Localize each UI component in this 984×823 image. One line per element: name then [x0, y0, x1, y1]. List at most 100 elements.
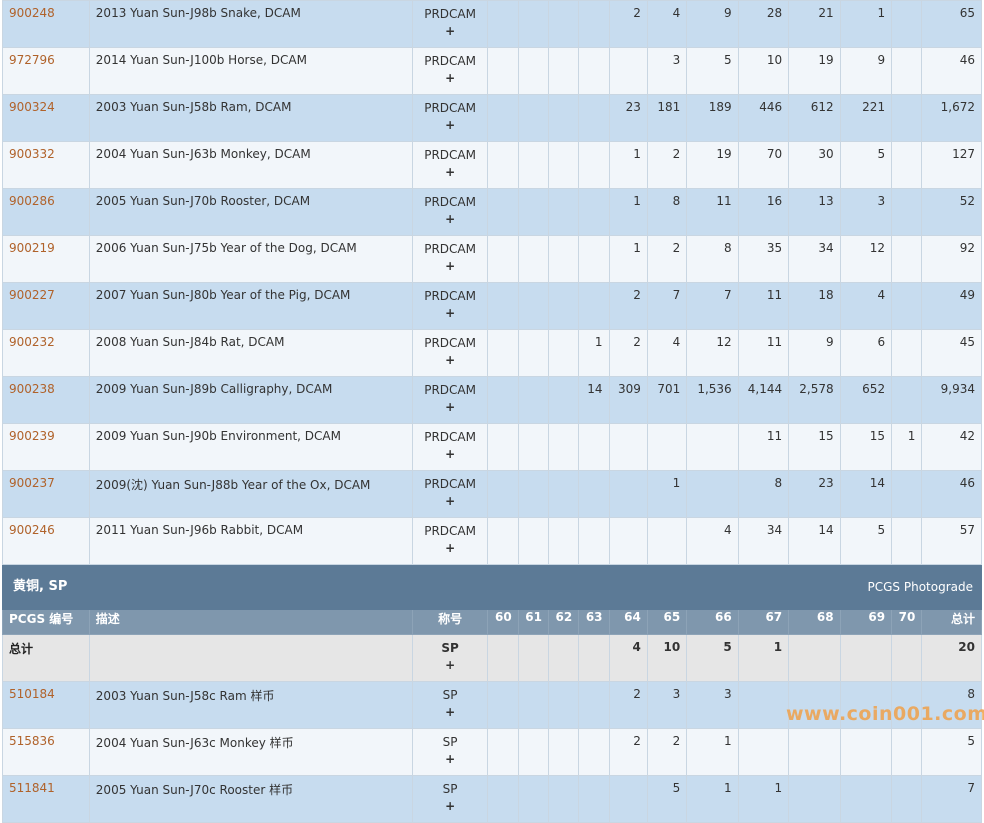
col-grade-header[interactable]: 62: [547, 609, 580, 635]
grade-count-cell[interactable]: [487, 775, 519, 823]
grade-count-cell[interactable]: 221: [839, 94, 893, 142]
grade-count-cell[interactable]: [578, 470, 610, 518]
grade-count-cell[interactable]: 652: [839, 376, 893, 424]
grade-count-cell[interactable]: [608, 47, 648, 95]
grade-count-cell[interactable]: 4: [608, 634, 648, 682]
col-grade-header[interactable]: 68: [788, 609, 841, 635]
grade-count-cell[interactable]: 2: [608, 681, 648, 729]
plus-grade-toggle[interactable]: +: [445, 658, 456, 672]
grade-count-cell[interactable]: [891, 329, 923, 377]
grade-count-cell[interactable]: [547, 376, 580, 424]
plus-grade-toggle[interactable]: +: [445, 24, 456, 38]
pcgs-id-link[interactable]: 900239: [9, 429, 55, 443]
grade-count-cell[interactable]: [578, 47, 610, 95]
grade-count-cell[interactable]: [517, 423, 549, 471]
grade-count-cell[interactable]: [487, 94, 519, 142]
grade-count-cell[interactable]: [788, 634, 841, 682]
plus-grade-toggle[interactable]: +: [445, 306, 456, 320]
grade-count-cell[interactable]: 11: [737, 329, 790, 377]
grade-count-cell[interactable]: [578, 0, 610, 48]
grade-count-cell[interactable]: 19: [686, 141, 739, 189]
grade-count-cell[interactable]: [578, 282, 610, 330]
total-count-cell[interactable]: 57: [921, 517, 982, 565]
col-total-header[interactable]: 总计: [921, 609, 982, 635]
grade-count-cell[interactable]: [578, 235, 610, 283]
grade-count-cell[interactable]: [578, 728, 610, 776]
grade-count-cell[interactable]: [891, 47, 923, 95]
grade-count-cell[interactable]: 16: [737, 188, 790, 236]
pcgs-id-link[interactable]: 900219: [9, 241, 55, 255]
grade-count-cell[interactable]: [517, 728, 549, 776]
grade-count-cell[interactable]: [891, 235, 923, 283]
grade-count-cell[interactable]: [646, 517, 688, 565]
grade-count-cell[interactable]: 5: [686, 634, 739, 682]
grade-count-cell[interactable]: [547, 470, 580, 518]
grade-count-cell[interactable]: [891, 188, 923, 236]
grade-count-cell[interactable]: 15: [788, 423, 841, 471]
col-grade-header[interactable]: 65: [646, 609, 688, 635]
total-count-cell[interactable]: 49: [921, 282, 982, 330]
grade-count-cell[interactable]: 9: [686, 0, 739, 48]
plus-grade-toggle[interactable]: +: [445, 353, 456, 367]
grade-count-cell[interactable]: 2: [646, 141, 688, 189]
grade-count-cell[interactable]: 446: [737, 94, 790, 142]
grade-count-cell[interactable]: 6: [839, 329, 893, 377]
grade-count-cell[interactable]: [608, 517, 648, 565]
grade-count-cell[interactable]: [578, 517, 610, 565]
grade-count-cell[interactable]: [891, 517, 923, 565]
grade-count-cell[interactable]: [608, 775, 648, 823]
grade-count-cell[interactable]: [517, 681, 549, 729]
grade-count-cell[interactable]: [891, 470, 923, 518]
grade-count-cell[interactable]: 5: [686, 47, 739, 95]
plus-grade-toggle[interactable]: +: [445, 165, 456, 179]
grade-count-cell[interactable]: [891, 728, 923, 776]
grade-count-cell[interactable]: [578, 141, 610, 189]
plus-grade-toggle[interactable]: +: [445, 541, 456, 555]
grade-count-cell[interactable]: 11: [737, 282, 790, 330]
col-grade-header[interactable]: 67: [737, 609, 790, 635]
grade-count-cell[interactable]: 7: [686, 282, 739, 330]
grade-count-cell[interactable]: [547, 423, 580, 471]
grade-count-cell[interactable]: [517, 329, 549, 377]
grade-count-cell[interactable]: [547, 517, 580, 565]
plus-grade-toggle[interactable]: +: [445, 400, 456, 414]
grade-count-cell[interactable]: [891, 141, 923, 189]
grade-count-cell[interactable]: [891, 376, 923, 424]
grade-count-cell[interactable]: 3: [839, 188, 893, 236]
grade-count-cell[interactable]: [517, 94, 549, 142]
grade-count-cell[interactable]: [487, 188, 519, 236]
grade-count-cell[interactable]: 13: [788, 188, 841, 236]
grade-count-cell[interactable]: [547, 681, 580, 729]
plus-grade-toggle[interactable]: +: [445, 494, 456, 508]
total-count-cell[interactable]: 5: [921, 728, 982, 776]
grade-count-cell[interactable]: 10: [737, 47, 790, 95]
grade-count-cell[interactable]: 1: [737, 775, 790, 823]
col-id-header[interactable]: PCGS 编号: [2, 609, 90, 635]
grade-count-cell[interactable]: 5: [839, 517, 893, 565]
total-count-cell[interactable]: 45: [921, 329, 982, 377]
grade-count-cell[interactable]: 12: [839, 235, 893, 283]
grade-count-cell[interactable]: 4: [686, 517, 739, 565]
grade-count-cell[interactable]: 11: [737, 423, 790, 471]
pcgs-id-link[interactable]: 900246: [9, 523, 55, 537]
pcgs-id-link[interactable]: 900248: [9, 6, 55, 20]
plus-grade-toggle[interactable]: +: [445, 705, 456, 719]
grade-count-cell[interactable]: 35: [737, 235, 790, 283]
grade-count-cell[interactable]: [487, 634, 519, 682]
grade-count-cell[interactable]: [547, 775, 580, 823]
plus-grade-toggle[interactable]: +: [445, 118, 456, 132]
grade-count-cell[interactable]: [487, 0, 519, 48]
col-grade-header[interactable]: 69: [839, 609, 893, 635]
grade-count-cell[interactable]: [578, 423, 610, 471]
grade-count-cell[interactable]: [608, 423, 648, 471]
grade-count-cell[interactable]: 5: [839, 141, 893, 189]
grade-count-cell[interactable]: 34: [737, 517, 790, 565]
grade-count-cell[interactable]: 14: [788, 517, 841, 565]
grade-count-cell[interactable]: [547, 94, 580, 142]
total-count-cell[interactable]: 9,934: [921, 376, 982, 424]
grade-count-cell[interactable]: 34: [788, 235, 841, 283]
grade-count-cell[interactable]: 1: [608, 141, 648, 189]
grade-count-cell[interactable]: [891, 282, 923, 330]
grade-count-cell[interactable]: [547, 282, 580, 330]
total-count-cell[interactable]: 65: [921, 0, 982, 48]
